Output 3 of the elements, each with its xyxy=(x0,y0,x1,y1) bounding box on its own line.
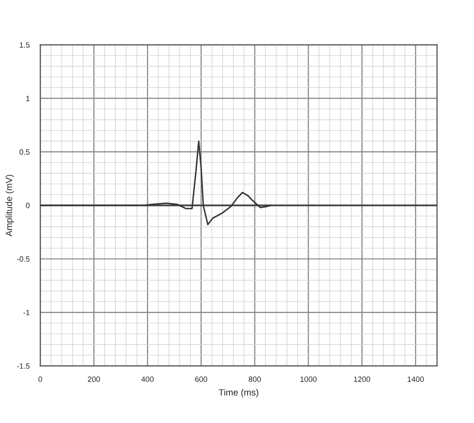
x-axis-title: Time (ms) xyxy=(218,388,258,398)
y-axis-title: Amplitude (mV) xyxy=(6,174,14,236)
line-series xyxy=(40,140,272,226)
